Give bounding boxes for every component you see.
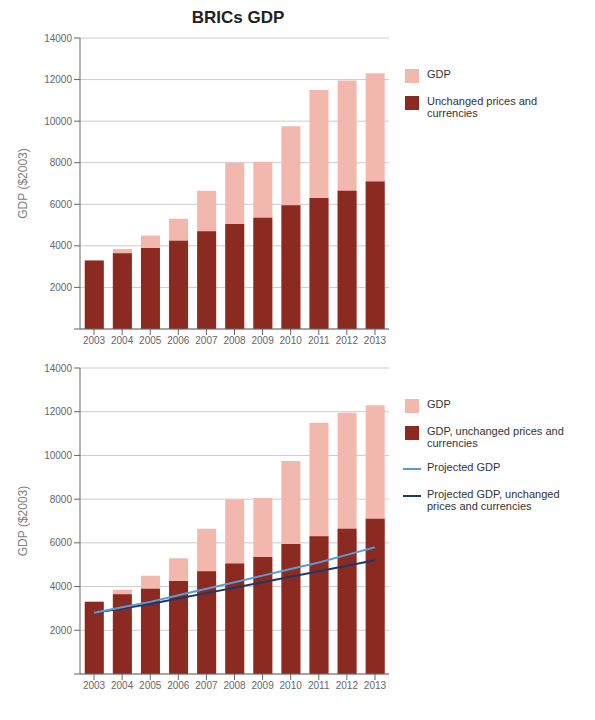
svg-text:2003: 2003 [83, 335, 106, 346]
svg-text:8000: 8000 [50, 157, 73, 168]
svg-text:14000: 14000 [44, 33, 72, 44]
svg-text:2005: 2005 [139, 335, 162, 346]
svg-text:10000: 10000 [44, 116, 72, 127]
svg-text:2012: 2012 [336, 335, 359, 346]
svg-text:2013: 2013 [364, 680, 387, 691]
svg-text:GDP ($2003): GDP ($2003) [16, 486, 30, 556]
html-text:currencies: currencies [427, 437, 478, 449]
svg-text:2010: 2010 [280, 335, 303, 346]
html-text:GDP: GDP [427, 398, 451, 410]
svg-text:GDP ($2003): GDP ($2003) [16, 148, 30, 218]
svg-text:2008: 2008 [223, 335, 246, 346]
svg-text:2007: 2007 [195, 335, 218, 346]
svg-text:12000: 12000 [44, 74, 72, 85]
svg-text:2006: 2006 [167, 335, 190, 346]
svg-text:6000: 6000 [50, 537, 73, 548]
svg-text:2003: 2003 [83, 680, 106, 691]
svg-text:4000: 4000 [50, 581, 73, 592]
svg-text:2010: 2010 [280, 680, 303, 691]
svg-text:8000: 8000 [50, 494, 73, 505]
svg-text:2009: 2009 [251, 335, 274, 346]
svg-text:12000: 12000 [44, 406, 72, 417]
svg-text:2004: 2004 [111, 680, 134, 691]
svg-text:2011: 2011 [308, 335, 330, 346]
svg-text:2011: 2011 [308, 680, 330, 691]
svg-text:2004: 2004 [111, 335, 134, 346]
svg-text:4000: 4000 [50, 240, 73, 251]
html-text:Unchanged prices and: Unchanged prices and [427, 95, 538, 107]
html-text:prices and currencies: prices and currencies [427, 500, 532, 512]
svg-text:2008: 2008 [223, 680, 246, 691]
svg-text:2000: 2000 [50, 625, 73, 636]
html-text:GDP: GDP [427, 68, 451, 80]
html-text:Projected GDP: Projected GDP [427, 461, 501, 473]
svg-text:2000: 2000 [50, 282, 73, 293]
svg-text:2005: 2005 [139, 680, 162, 691]
svg-text:2006: 2006 [167, 680, 190, 691]
svg-text:14000: 14000 [44, 363, 72, 374]
html-text:currencies: currencies [427, 107, 478, 119]
svg-text:2013: 2013 [364, 335, 387, 346]
svg-text:2009: 2009 [251, 680, 274, 691]
svg-text:2012: 2012 [336, 680, 359, 691]
svg-text:10000: 10000 [44, 450, 72, 461]
svg-text:6000: 6000 [50, 199, 73, 210]
html-text:BRICs GDP: BRICs GDP [191, 8, 285, 27]
html-text:Projected GDP, unchanged: Projected GDP, unchanged [427, 488, 560, 500]
svg-text:2007: 2007 [195, 680, 218, 691]
html-text:GDP, unchanged prices and: GDP, unchanged prices and [427, 425, 564, 437]
